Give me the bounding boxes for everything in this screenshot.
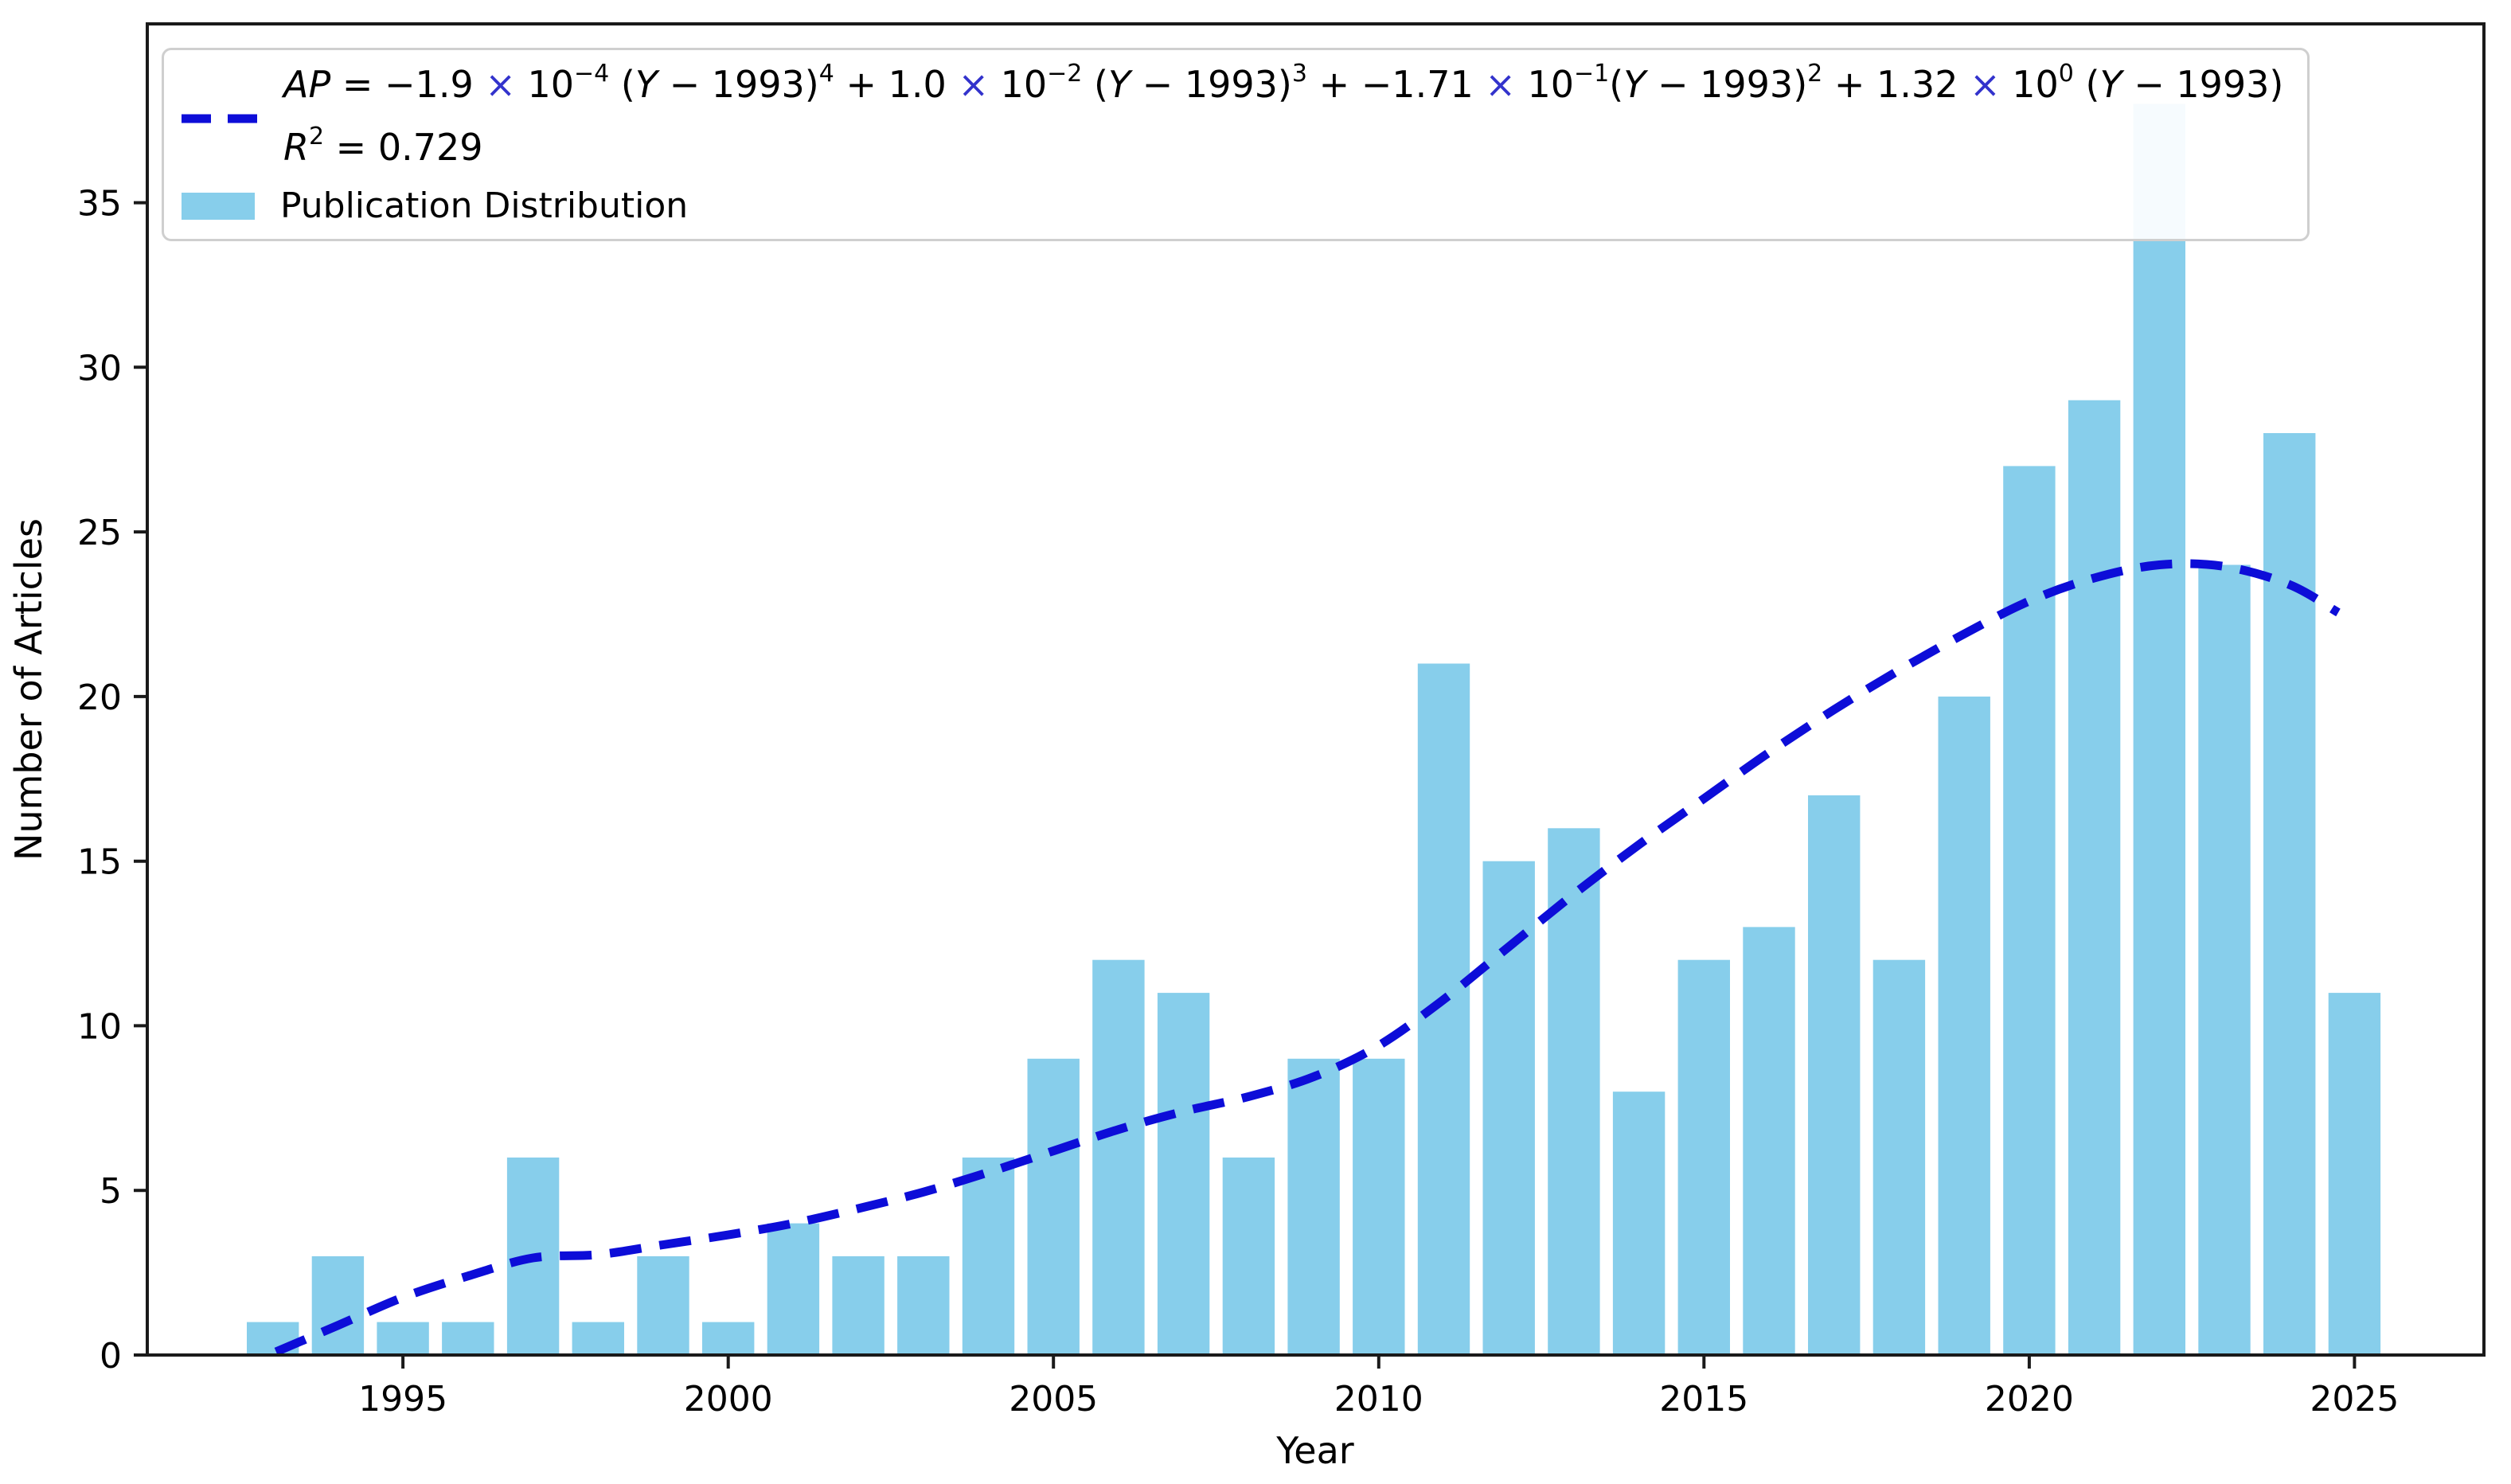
y-tick-label-5: 5 <box>100 1171 122 1212</box>
bar-2001 <box>767 1223 820 1355</box>
bar-2009 <box>1287 1058 1340 1355</box>
bar-1996 <box>442 1322 494 1355</box>
bar-2005 <box>1027 1058 1080 1355</box>
legend-entry-fit: AP = −1.9 × 10−4 (Y − 1993)4 + 1.0 × 10−… <box>182 60 2284 174</box>
bar-1999 <box>637 1256 689 1355</box>
bar-2002 <box>832 1256 885 1355</box>
bars-group <box>247 103 2381 1356</box>
bar-2000 <box>702 1322 755 1355</box>
bar-2007 <box>1157 993 1210 1355</box>
x-axis-label: Year <box>1275 1429 1353 1472</box>
bar-2013 <box>1548 828 1600 1355</box>
bar-2018 <box>1873 959 1926 1355</box>
bar-2004 <box>962 1157 1015 1355</box>
x-tick-label-2025: 2025 <box>2310 1379 2399 1420</box>
y-tick-label-20: 20 <box>77 678 122 718</box>
bar-1995 <box>377 1322 429 1355</box>
bar-2010 <box>1353 1058 1405 1355</box>
legend-r-squared: R2 = 0.729 <box>283 123 483 169</box>
bar-2024 <box>2263 433 2316 1355</box>
x-tick-label-2010: 2010 <box>1334 1379 1423 1420</box>
bar-2022 <box>2133 103 2185 1355</box>
bar-2019 <box>1938 696 1990 1355</box>
bar-1998 <box>572 1322 624 1355</box>
bar-2020 <box>2003 466 2056 1355</box>
x-tick-label-2000: 2000 <box>684 1379 773 1420</box>
legend-equation: AP = −1.9 × 10−4 (Y − 1993)4 + 1.0 × 10−… <box>283 60 2284 106</box>
x-tick-label-2005: 2005 <box>1009 1379 1098 1420</box>
bar-2014 <box>1612 1092 1666 1355</box>
legend-entry-bars: Publication Distribution <box>182 186 2283 226</box>
bar-2021 <box>2068 400 2121 1356</box>
axis-ticks: 1995 2000 2005 2010 2015 2020 2025051015202530… <box>77 184 2399 1420</box>
plot-frame <box>146 22 2486 1357</box>
bar-2023 <box>2198 564 2251 1355</box>
y-tick-label-10: 10 <box>77 1006 122 1047</box>
y-tick-label-15: 15 <box>77 842 122 883</box>
bar-2003 <box>897 1256 950 1355</box>
bar-2008 <box>1222 1157 1275 1355</box>
x-tick-label-2020: 2020 <box>1985 1379 2074 1420</box>
legend: AP = −1.9 × 10−4 (Y − 1993)4 + 1.0 × 10−… <box>162 48 2310 241</box>
trend-curve <box>274 559 2341 1356</box>
y-tick-label-30: 30 <box>77 348 122 389</box>
bar-2016 <box>1743 927 1795 1355</box>
y-axis-label: Number of Articles <box>7 518 50 861</box>
y-tick-label-35: 35 <box>77 184 122 225</box>
bar-2017 <box>1808 795 1861 1355</box>
x-tick-label-2015: 2015 <box>1659 1379 1748 1420</box>
bar-2015 <box>1677 959 1730 1355</box>
legend-bar-swatch <box>182 192 255 220</box>
y-tick-label-0: 0 <box>100 1336 122 1377</box>
y-tick-label-25: 25 <box>77 513 122 553</box>
x-tick-label-1995: 1995 <box>358 1379 447 1420</box>
bar-1994 <box>311 1256 365 1355</box>
legend-fit-text: AP = −1.9 × 10−4 (Y − 1993)4 + 1.0 × 10−… <box>283 60 2284 174</box>
bar-2006 <box>1092 959 1145 1355</box>
bar-2025 <box>2328 993 2381 1355</box>
legend-bar-label: Publication Distribution <box>280 186 689 226</box>
legend-dash-sample <box>182 112 261 125</box>
